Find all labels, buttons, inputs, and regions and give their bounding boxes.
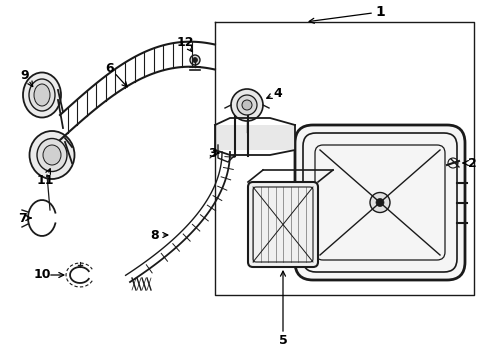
Ellipse shape (43, 145, 61, 165)
Text: 11: 11 (36, 174, 54, 186)
Circle shape (376, 198, 384, 207)
Ellipse shape (37, 139, 67, 171)
Circle shape (237, 95, 257, 115)
Text: 9: 9 (21, 68, 29, 81)
Text: 10: 10 (33, 269, 51, 282)
Text: 4: 4 (273, 86, 282, 99)
Polygon shape (215, 125, 295, 150)
Text: 5: 5 (279, 333, 287, 346)
FancyBboxPatch shape (248, 182, 318, 267)
FancyBboxPatch shape (295, 125, 465, 280)
Text: 6: 6 (106, 62, 114, 75)
Circle shape (242, 100, 252, 110)
Text: 7: 7 (18, 212, 26, 225)
Text: 12: 12 (176, 36, 194, 49)
Text: 8: 8 (151, 229, 159, 242)
Circle shape (370, 193, 390, 212)
Circle shape (193, 58, 197, 63)
Ellipse shape (29, 79, 55, 111)
Ellipse shape (29, 131, 74, 179)
Text: 3: 3 (208, 147, 216, 159)
Text: 2: 2 (467, 157, 476, 170)
Circle shape (190, 55, 200, 65)
Ellipse shape (34, 84, 50, 106)
Ellipse shape (23, 72, 61, 117)
Circle shape (231, 89, 263, 121)
Text: 1: 1 (375, 5, 385, 19)
